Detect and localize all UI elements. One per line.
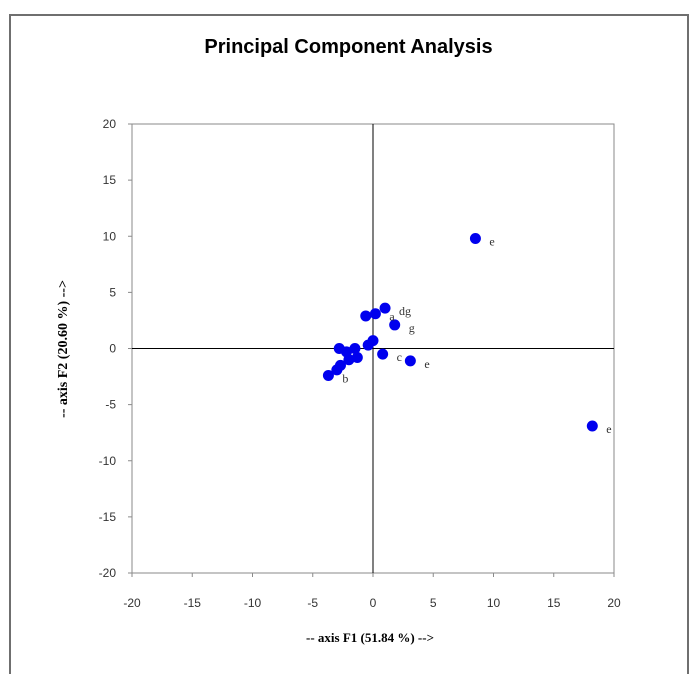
y-tick-label: -10 — [99, 454, 117, 468]
x-tick-label: -20 — [123, 596, 141, 610]
x-tick-label: 10 — [487, 596, 501, 610]
data-point — [362, 339, 374, 351]
point-label: e — [489, 234, 494, 248]
y-tick-label: -15 — [99, 510, 117, 524]
point-label: g — [409, 321, 415, 335]
point-label: dg — [399, 304, 411, 318]
x-tick-label: 20 — [607, 596, 621, 610]
data-point — [469, 232, 481, 244]
y-tick-label: 10 — [103, 229, 117, 243]
point-label: c — [397, 350, 402, 364]
data-point — [404, 355, 416, 367]
x-tick-label: -15 — [184, 596, 202, 610]
x-tick-label: -10 — [244, 596, 262, 610]
data-point — [331, 364, 343, 376]
data-point — [351, 351, 363, 363]
x-tick-label: 0 — [370, 596, 377, 610]
data-point — [343, 354, 355, 366]
x-axis-label: -- axis F1 (51.84 %) --> — [306, 630, 434, 645]
point-label: e — [424, 357, 429, 371]
x-tick-label: 15 — [547, 596, 561, 610]
point-label: e — [606, 422, 611, 436]
data-point — [369, 308, 381, 320]
data-point — [389, 319, 401, 331]
data-point — [377, 348, 389, 360]
data-point — [349, 343, 361, 354]
data-point — [322, 369, 334, 381]
y-tick-label: 15 — [103, 173, 117, 187]
chart-title: Principal Component Analysis — [204, 36, 493, 58]
y-tick-label: -20 — [99, 566, 117, 580]
point-label: b — [342, 371, 348, 385]
x-tick-label: -5 — [307, 596, 318, 610]
data-point — [360, 310, 372, 322]
data-point — [586, 420, 598, 432]
point-label: a — [389, 310, 395, 324]
y-tick-label: 0 — [109, 342, 116, 356]
y-tick-label: -5 — [105, 398, 116, 412]
x-tick-label: 5 — [430, 596, 437, 610]
y-tick-label: 20 — [103, 117, 117, 131]
y-tick-label: 5 — [109, 285, 116, 299]
data-point — [379, 302, 391, 314]
